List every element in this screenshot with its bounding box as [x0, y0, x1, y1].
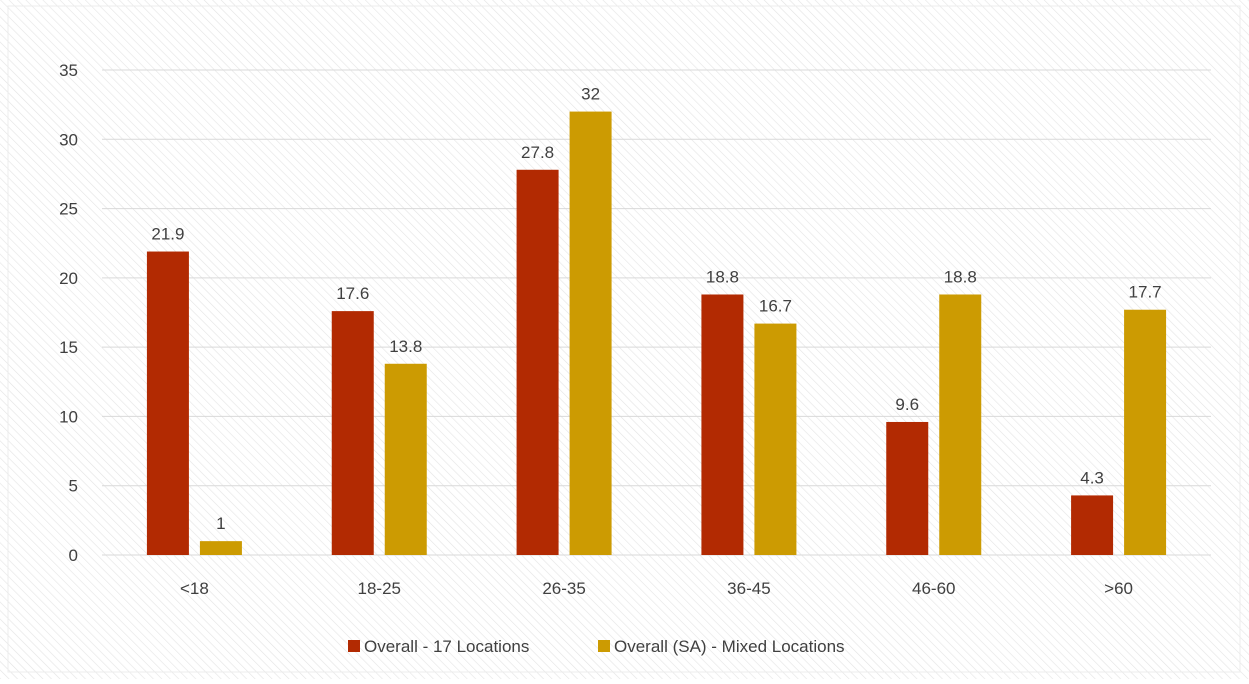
data-labels: 21.9 1 17.6 13.8 27.8 32 18.8 16.7 9.6 18.8 4.3 17.…	[151, 85, 1161, 534]
gridlines	[102, 69, 1211, 556]
x-tick-label: 46-60	[912, 579, 955, 598]
data-label: 32	[581, 85, 600, 104]
data-label: 21.9	[151, 225, 184, 244]
x-tick-label: >60	[1104, 579, 1133, 598]
bar-series-2	[199, 541, 242, 555]
y-tick-label: 0	[69, 546, 78, 565]
y-tick-label: 10	[59, 407, 78, 426]
data-label: 27.8	[521, 143, 554, 162]
x-axis-ticks: <18 18-25 26-35 36-45 46-60 >60	[180, 579, 1133, 598]
data-label: 17.6	[336, 284, 369, 303]
chart-frame	[7, 5, 1241, 673]
bar-series-2	[754, 323, 797, 555]
legend-swatch	[348, 640, 360, 652]
y-tick-label: 15	[59, 338, 78, 357]
legend: Overall - 17 Locations Overall (SA) - Mix…	[348, 637, 845, 656]
bar-series-1	[886, 421, 929, 555]
bar-series-2	[384, 363, 427, 555]
bar-series-2	[1124, 309, 1167, 555]
x-tick-label: 18-25	[358, 579, 401, 598]
bar-series-1	[331, 311, 374, 555]
legend-label: Overall (SA) - Mixed Locations	[614, 637, 845, 656]
data-label: 18.8	[706, 267, 739, 286]
bar-series-1	[1071, 495, 1114, 555]
data-label: 17.7	[1129, 283, 1162, 302]
bar-series-2	[569, 111, 612, 556]
x-tick-label: 26-35	[542, 579, 585, 598]
bars	[146, 111, 1167, 556]
y-tick-label: 30	[59, 130, 78, 149]
data-label: 13.8	[389, 337, 422, 356]
data-label: 4.3	[1080, 468, 1104, 487]
bar-series-2	[939, 294, 982, 555]
y-tick-label: 5	[69, 477, 78, 496]
x-tick-label: 36-45	[727, 579, 770, 598]
bar-series-1	[701, 294, 744, 555]
y-axis-ticks: 0 5 10 15 20 25 30 35	[59, 61, 78, 565]
x-tick-label: <18	[180, 579, 209, 598]
y-tick-label: 20	[59, 269, 78, 288]
y-tick-label: 25	[59, 200, 78, 219]
legend-swatch	[598, 640, 610, 652]
legend-label: Overall - 17 Locations	[364, 637, 529, 656]
data-label: 1	[216, 514, 225, 533]
bar-series-1	[516, 169, 559, 555]
bar-series-1	[146, 251, 189, 555]
data-label: 9.6	[895, 395, 919, 414]
data-label: 16.7	[759, 297, 792, 316]
data-label: 18.8	[944, 267, 977, 286]
y-tick-label: 35	[59, 61, 78, 80]
